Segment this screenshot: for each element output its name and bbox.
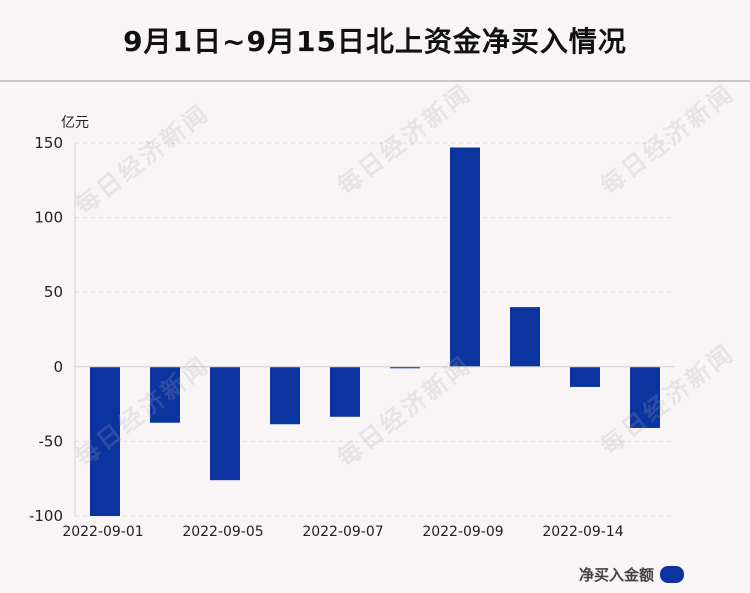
bar xyxy=(90,366,120,516)
bar xyxy=(330,366,360,417)
bar xyxy=(210,366,240,481)
y-tick-label: -100 xyxy=(29,507,63,525)
y-tick-label: 100 xyxy=(34,209,63,227)
y-tick-label: 0 xyxy=(53,358,63,376)
bar xyxy=(570,366,600,387)
y-axis-label: 亿元 xyxy=(61,115,89,131)
x-tick-label: 2022-09-05 xyxy=(182,524,263,540)
chart-title: 9月1日~9月15日北上资金净买入情况 xyxy=(123,25,627,58)
y-tick-label: 150 xyxy=(34,134,63,152)
y-tick-label: -50 xyxy=(39,432,64,450)
bar xyxy=(270,366,300,425)
bar xyxy=(390,366,420,369)
bar xyxy=(510,307,540,367)
x-tick-label: 2022-09-14 xyxy=(542,524,623,540)
x-tick-label: 2022-09-07 xyxy=(302,524,383,540)
x-tick-label: 2022-09-09 xyxy=(422,524,503,540)
bar xyxy=(630,366,660,428)
legend-swatch xyxy=(660,565,684,583)
bar xyxy=(150,366,180,423)
y-tick-label: 50 xyxy=(44,283,63,301)
title-divider xyxy=(0,80,750,82)
legend: 净买入金额 xyxy=(579,562,684,586)
bar xyxy=(450,147,480,367)
legend-label: 净买入金额 xyxy=(578,565,654,584)
x-tick-label: 2022-09-01 xyxy=(62,524,143,540)
